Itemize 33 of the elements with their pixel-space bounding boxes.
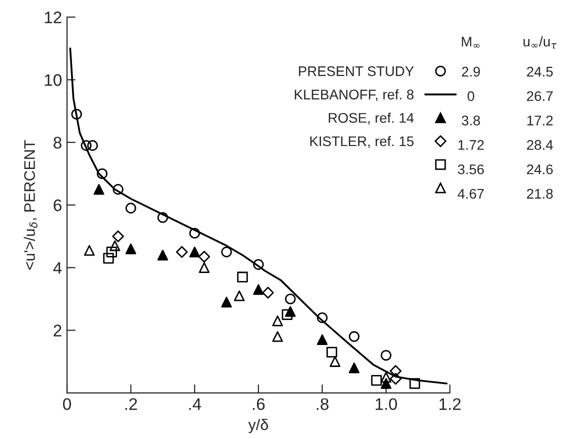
y-axis-title: <u'>/u$_{δ}$, PERCENT <box>24 140 38 270</box>
x-tick-label: .4 <box>189 398 202 410</box>
text: 24.5 <box>527 66 553 77</box>
y-tick-label: 8 <box>54 136 62 149</box>
y-tick-label: 2 <box>54 324 62 336</box>
y-tick-label: 4 <box>53 262 62 274</box>
text: 0 <box>468 91 474 102</box>
x-tick-label: .8 <box>316 398 328 410</box>
text: u$_{∞}$/u$_{τ}$ <box>524 36 557 49</box>
text: M$_{∞}$ <box>462 36 480 48</box>
legend-label: PRESENT STUDY <box>298 66 414 76</box>
text: 28.4 <box>527 140 553 150</box>
text: 26.7 <box>527 91 553 102</box>
legend-label: KISTLER, ref. 15 <box>310 136 414 148</box>
text: 1.72 <box>458 140 484 150</box>
x-axis-title: y/δ <box>248 418 268 434</box>
x-tick-label: 1.2 <box>440 398 461 410</box>
text: 4.67 <box>458 188 484 199</box>
y-tick-label: 10 <box>44 74 62 86</box>
text: 3.8 <box>462 116 480 126</box>
text: 24.6 <box>527 164 553 174</box>
y-tick-label: 12 <box>44 12 62 24</box>
text: 17.2 <box>527 116 553 126</box>
text: 3.56 <box>458 164 484 174</box>
text: 21.8 <box>527 188 553 199</box>
x-tick-label: .6 <box>253 398 265 410</box>
x-tick-label: .2 <box>125 398 137 410</box>
x-tick-label: 0 <box>63 398 72 410</box>
y-tick-label: 6 <box>54 199 62 212</box>
x-tick-label: 1.0 <box>376 398 397 410</box>
legend-label: KLEBANOFF, ref. 8 <box>294 89 414 102</box>
legend-label: ROSE, ref. 14 <box>328 112 414 124</box>
text: 2.9 <box>462 66 480 77</box>
